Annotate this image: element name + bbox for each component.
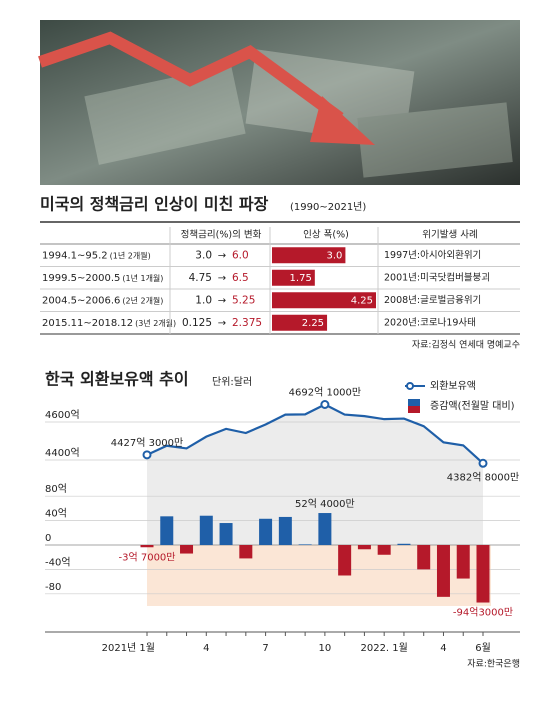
period-duration: (1년 1개월) — [122, 272, 163, 282]
x-tick-label: 10 — [319, 643, 332, 654]
period: 2004.5~2006.6 (2년 2개월) — [42, 295, 163, 307]
y2-tick-label: 40억 — [45, 508, 67, 520]
crisis: 2020년:코로나19사태 — [384, 317, 476, 328]
chart: 4400억 4600억 80억 40억 0 -40억 -80 2021년 1월 4 7 10 2022… — [45, 380, 520, 654]
bar — [259, 518, 273, 545]
rate-from: 4.75 — [189, 272, 212, 284]
bar — [219, 523, 233, 545]
line-value-label: 4427억 3000만 — [111, 437, 183, 449]
bar — [239, 545, 253, 559]
period: 2015.11~2018.12 (3년 2개월) — [42, 317, 176, 329]
negative-zone — [147, 545, 491, 606]
bar-value-label: -3억 7000만 — [119, 551, 176, 563]
bar — [397, 543, 411, 545]
increase-label: 1.75 — [290, 273, 312, 284]
column-header: 정책금리(%)의 변화 — [181, 230, 262, 241]
line-area — [147, 404, 483, 545]
increase-label: 3.0 — [327, 250, 343, 261]
rate-to: 6.0 — [232, 249, 249, 261]
line-point — [320, 400, 330, 410]
line-value-label: 4692억 1000만 — [289, 387, 361, 399]
crisis: 1997년:아시아외환위기 — [384, 249, 481, 261]
period-duration: (1년 2개월) — [110, 250, 151, 260]
chart-title: 한국 외환보유액 추이 — [45, 370, 189, 389]
increase-bar — [272, 292, 376, 309]
x-tick-label: 2022. 1월 — [360, 642, 407, 654]
rate-to: 6.5 — [232, 272, 249, 284]
line-point — [478, 458, 488, 468]
increase-label: 2.25 — [302, 318, 324, 329]
bar — [436, 545, 450, 597]
line-value-label: 4382억 8000만 — [447, 471, 519, 483]
bar — [140, 545, 154, 548]
crisis: 2008년:글로벌금융위기 — [384, 294, 481, 306]
y2-tick-label: -80 — [45, 582, 61, 593]
bar — [180, 545, 194, 554]
line-point — [142, 450, 152, 460]
line — [146, 403, 484, 465]
x-tick-label: 6월 — [475, 642, 491, 654]
table-source: 자료:김정식 연세대 명예교수 — [412, 339, 520, 351]
arrow — [38, 31, 344, 123]
legend-label: 증감액(전월말 대비) — [430, 400, 515, 412]
crisis: 2001년:미국닷컴버블붕괴 — [384, 271, 490, 283]
bar — [278, 516, 292, 545]
y-tick-label: 4400억 — [45, 447, 80, 459]
x-tick-label: 4 — [203, 643, 209, 654]
bar — [456, 545, 470, 579]
arrow-head — [310, 96, 375, 145]
period-range: 2004.5~2006.6 — [42, 295, 120, 306]
legend-swatch — [408, 406, 420, 413]
arrow: → — [218, 295, 226, 306]
increase-bar — [272, 314, 328, 331]
increase-label: 4.25 — [351, 295, 373, 306]
legend-swatch — [408, 399, 420, 406]
period-duration: (2년 2개월) — [122, 295, 163, 305]
bar — [318, 513, 332, 545]
x-tick-label: 2021년 1월 — [102, 642, 155, 654]
x-tick-label: 7 — [262, 643, 268, 654]
bar — [160, 516, 174, 545]
arrow: → — [218, 318, 226, 329]
period-range: 1994.1~95.2 — [42, 250, 108, 261]
bar — [298, 544, 312, 545]
bar — [199, 515, 213, 545]
y-tick-label: 4600억 — [45, 409, 80, 421]
table-subtitle: (1990~2021년) — [290, 201, 366, 213]
arrow: → — [218, 273, 226, 284]
chart-unit: 단위:달러 — [212, 375, 252, 388]
period-range: 1999.5~2000.5 — [42, 273, 120, 284]
y2-tick-label: 80억 — [45, 483, 67, 495]
y2-tick-label: 0 — [45, 533, 51, 544]
period-range: 2015.11~2018.12 — [42, 318, 133, 329]
table-title: 미국의 정책금리 인상이 미친 파장 — [40, 195, 269, 214]
bar — [377, 545, 391, 555]
period: 1999.5~2000.5 (1년 1개월) — [42, 272, 163, 284]
period-duration: (3년 2개월) — [135, 317, 176, 327]
period: 1994.1~95.2 (1년 2개월) — [42, 250, 151, 262]
rate-from: 1.0 — [195, 294, 212, 306]
increase-bar — [272, 269, 315, 286]
y2-tick-label: -40억 — [45, 556, 71, 568]
rate-from: 0.125 — [182, 317, 212, 329]
arrow: → — [218, 250, 226, 261]
rate-to: 5.25 — [232, 294, 255, 306]
chart-source: 자료:한국은행 — [467, 658, 520, 670]
bar — [338, 545, 352, 576]
rate-to: 2.375 — [232, 317, 262, 329]
legend-label: 외환보유액 — [430, 380, 476, 392]
bar — [417, 545, 431, 570]
column-header: 인상 폭(%) — [303, 230, 349, 241]
bar — [357, 545, 371, 550]
increase-bar — [272, 247, 346, 264]
x-tick-label: 4 — [440, 643, 446, 654]
bar-value-label: -94억3000만 — [453, 607, 513, 619]
rate-from: 3.0 — [195, 249, 212, 261]
column-header: 위기발생 사례 — [422, 229, 477, 241]
legend-marker — [406, 382, 414, 390]
bar-value-label: 52억 4000만 — [295, 498, 355, 510]
bar — [476, 545, 490, 603]
